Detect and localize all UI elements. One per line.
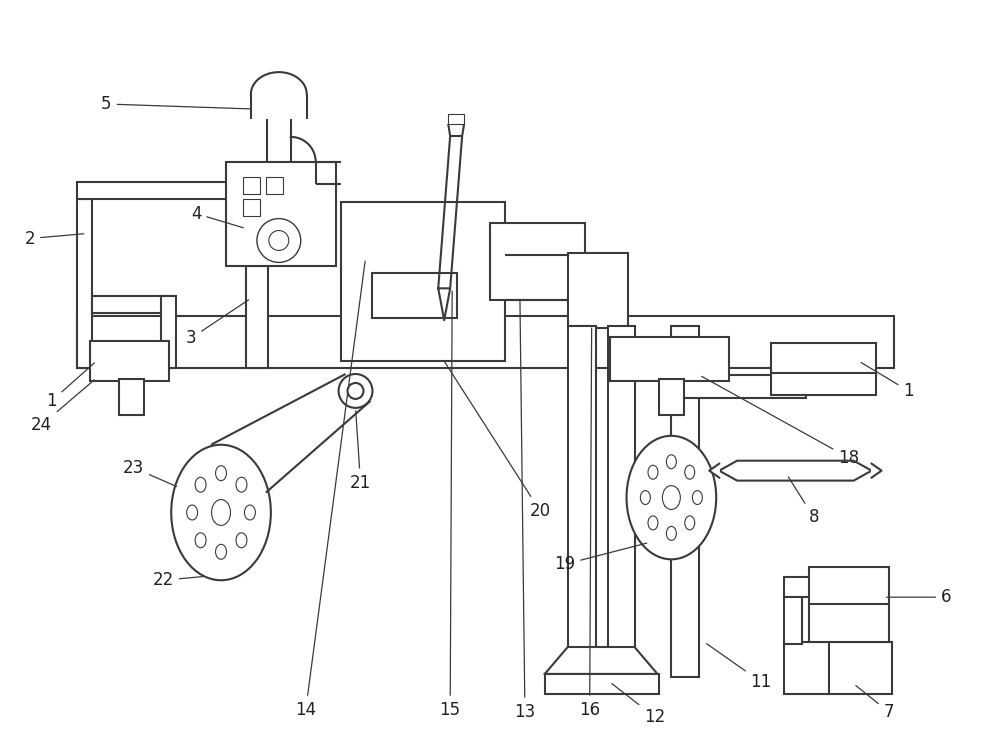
Text: 18: 18 [702, 376, 859, 467]
Text: 1: 1 [46, 363, 94, 410]
Bar [490, 223, 585, 300]
Bar [659, 379, 684, 415]
Text: 4: 4 [191, 205, 243, 227]
Ellipse shape [236, 533, 247, 547]
Circle shape [257, 218, 301, 263]
Ellipse shape [666, 526, 676, 541]
Bar [784, 642, 829, 694]
Ellipse shape [236, 477, 247, 492]
Bar [372, 273, 457, 319]
Text: 13: 13 [514, 301, 536, 721]
Bar [246, 267, 268, 368]
Ellipse shape [692, 490, 702, 505]
Circle shape [339, 374, 372, 408]
Text: 16: 16 [579, 328, 600, 719]
Bar [784, 578, 849, 597]
Bar [161, 296, 176, 368]
Bar [90, 341, 169, 381]
Polygon shape [545, 647, 657, 674]
Bar [77, 199, 92, 368]
Ellipse shape [627, 436, 716, 559]
Ellipse shape [195, 477, 206, 492]
Bar [671, 375, 806, 398]
Ellipse shape [171, 445, 271, 581]
Ellipse shape [216, 465, 227, 480]
Text: 12: 12 [612, 684, 665, 726]
Text: 23: 23 [123, 459, 177, 486]
Text: 7: 7 [856, 685, 894, 721]
Bar [771, 373, 876, 395]
Text: 20: 20 [444, 361, 550, 520]
Bar [671, 326, 699, 677]
Bar [341, 202, 505, 361]
Polygon shape [709, 464, 719, 477]
Text: 24: 24 [31, 380, 94, 434]
Text: 8: 8 [788, 477, 819, 526]
Bar [784, 596, 802, 644]
Text: 5: 5 [101, 95, 250, 113]
Bar [545, 674, 659, 694]
Ellipse shape [195, 533, 206, 547]
Text: 6: 6 [886, 588, 952, 606]
Ellipse shape [685, 516, 695, 530]
Ellipse shape [187, 505, 198, 520]
Ellipse shape [685, 465, 695, 479]
Text: 11: 11 [707, 644, 772, 691]
Bar [448, 114, 464, 124]
Ellipse shape [216, 544, 227, 559]
Ellipse shape [640, 490, 650, 505]
Text: 22: 22 [153, 572, 203, 590]
Ellipse shape [666, 455, 676, 468]
Bar [266, 177, 283, 194]
Bar [771, 343, 876, 375]
Bar [610, 337, 729, 381]
Ellipse shape [648, 516, 658, 530]
Bar [243, 177, 260, 194]
Text: 3: 3 [186, 300, 249, 347]
Ellipse shape [244, 505, 255, 520]
Bar [573, 326, 590, 353]
Bar [243, 199, 260, 215]
Bar [77, 181, 231, 199]
Text: 2: 2 [24, 230, 84, 248]
Text: 15: 15 [440, 291, 461, 719]
Ellipse shape [212, 499, 230, 526]
Ellipse shape [662, 486, 680, 510]
Bar [809, 567, 889, 642]
Bar [568, 326, 596, 677]
Bar [568, 254, 628, 328]
Bar [608, 326, 635, 677]
Ellipse shape [648, 465, 658, 479]
Text: 19: 19 [554, 543, 647, 573]
Polygon shape [719, 461, 872, 480]
Polygon shape [872, 464, 882, 477]
Text: 21: 21 [350, 410, 371, 492]
Circle shape [348, 383, 364, 399]
Bar [827, 642, 892, 694]
Bar [119, 379, 144, 415]
Circle shape [269, 230, 289, 251]
Bar [77, 316, 894, 368]
Polygon shape [438, 288, 450, 320]
Bar [226, 162, 336, 267]
Bar [92, 296, 171, 313]
Text: 1: 1 [861, 362, 914, 400]
Text: 14: 14 [295, 261, 365, 719]
